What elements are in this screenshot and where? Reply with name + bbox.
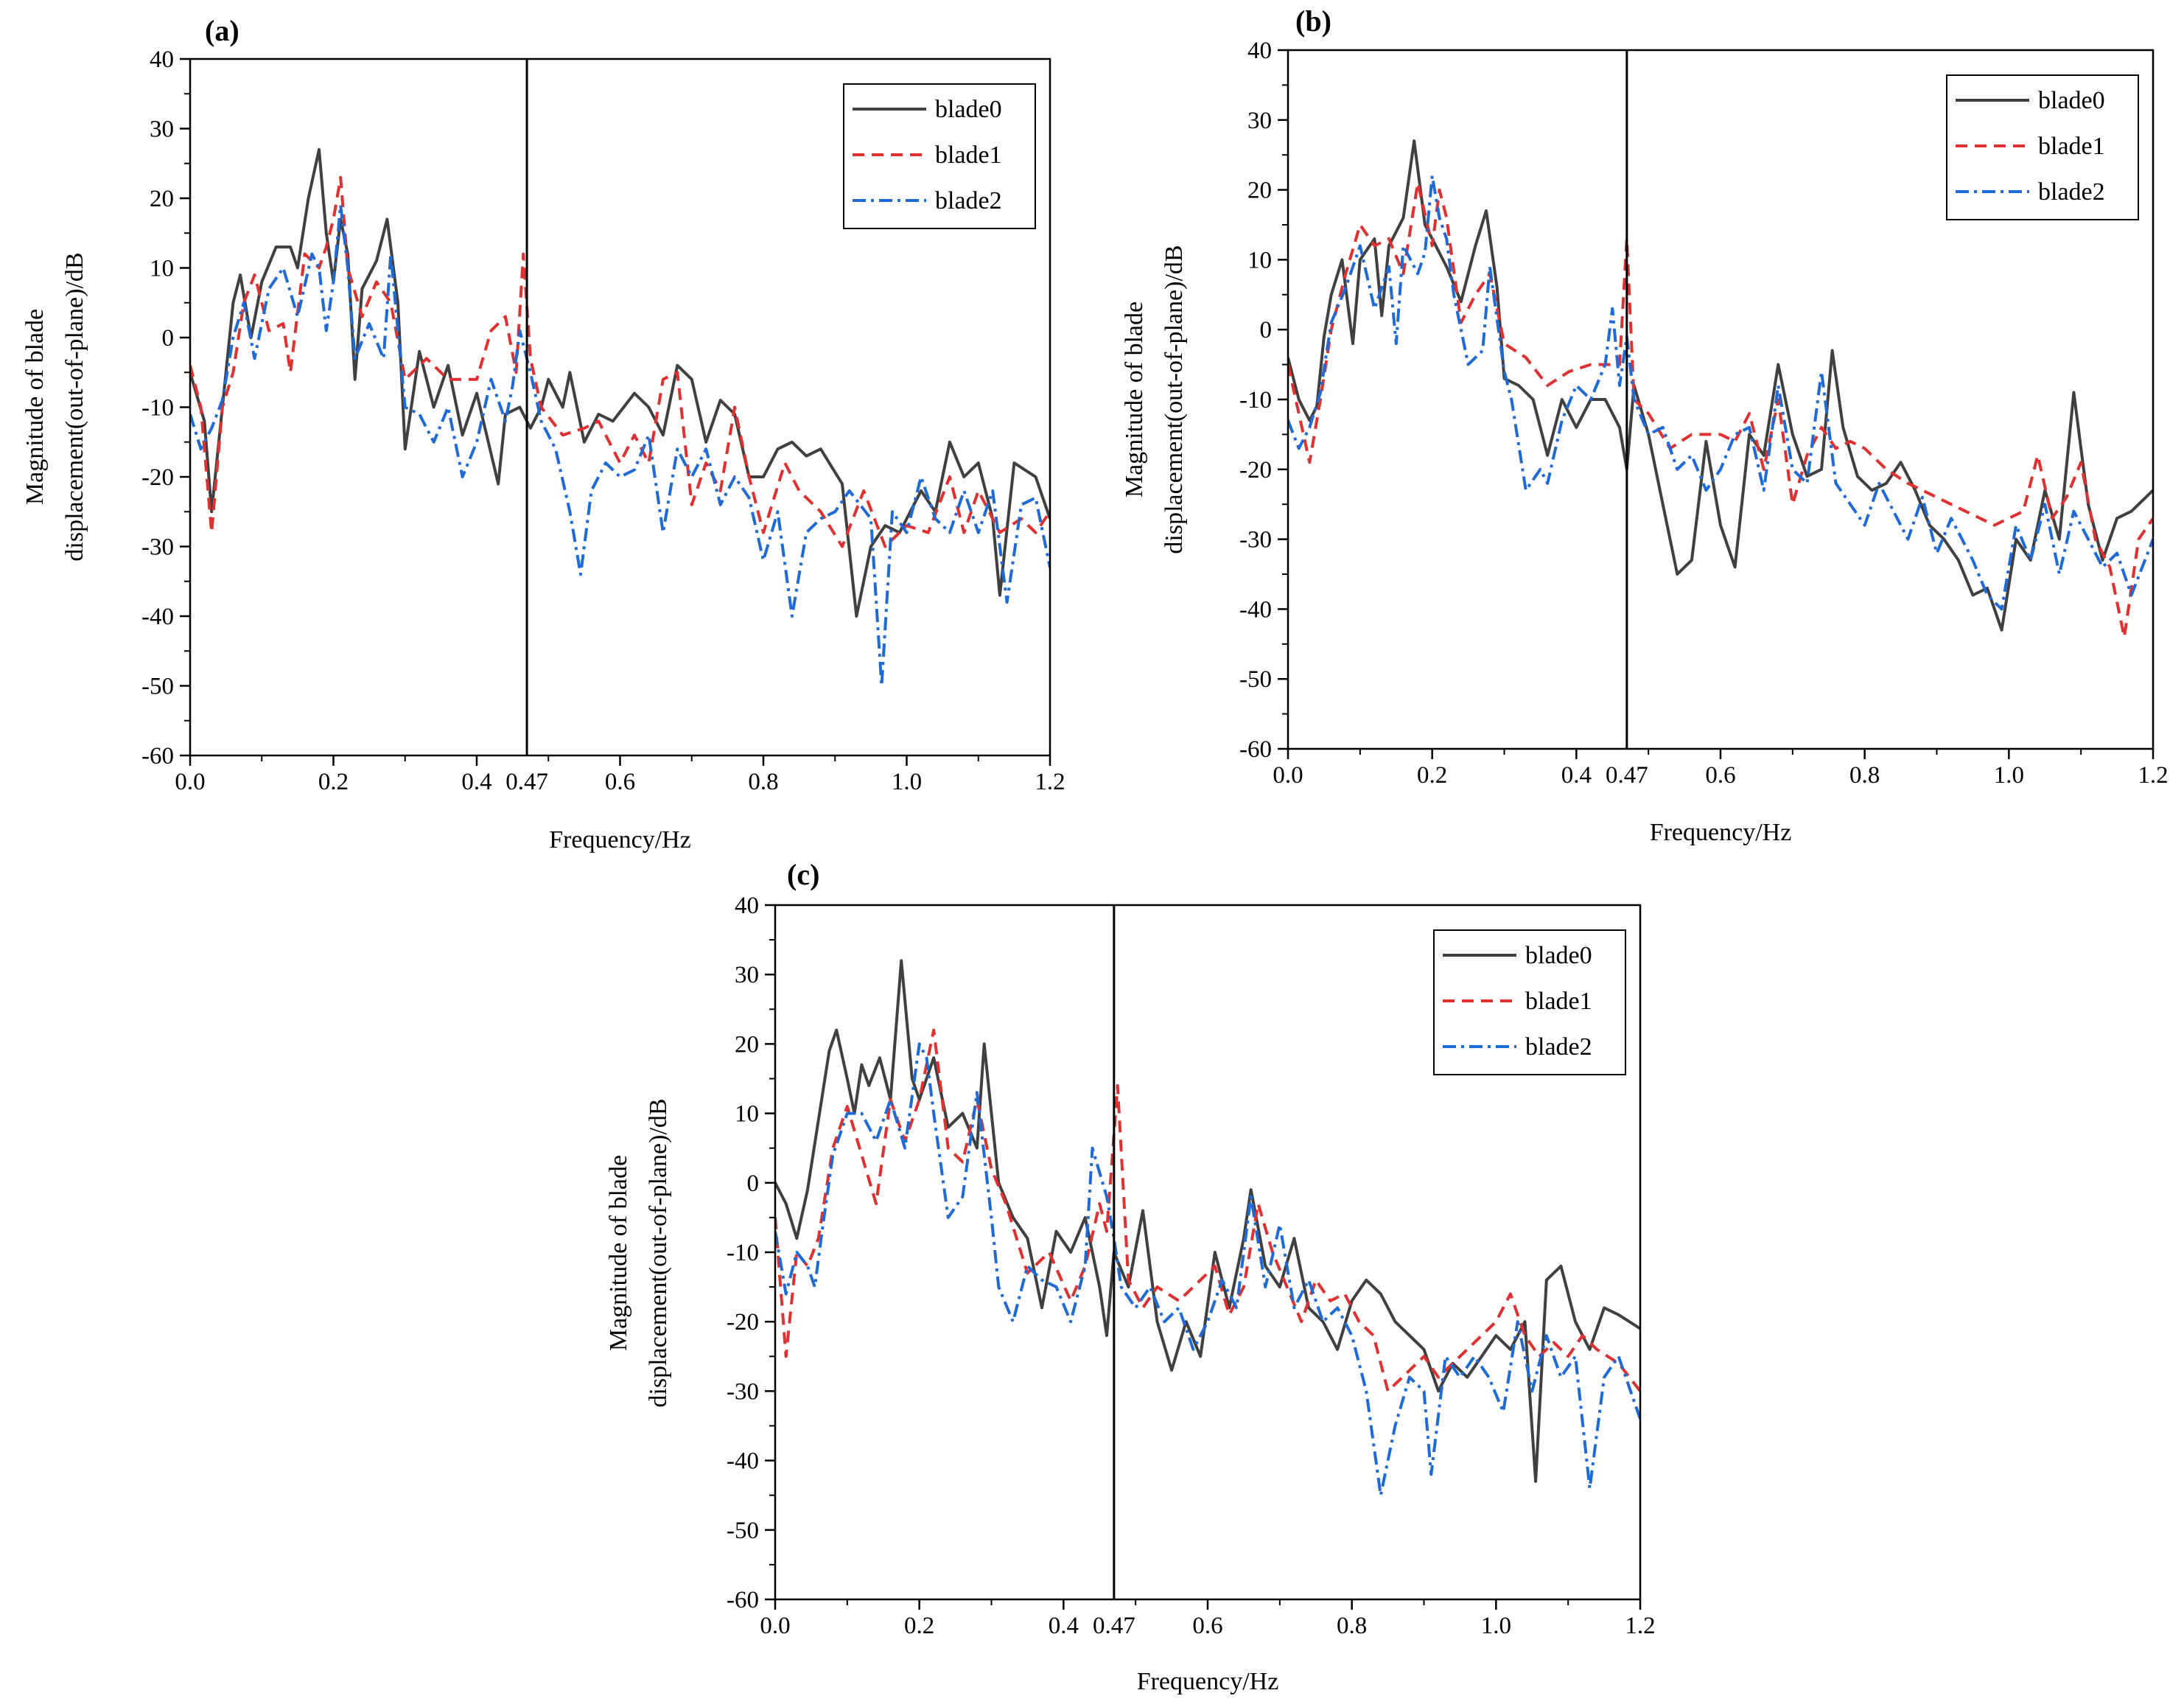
y-tick-label: -50 bbox=[141, 674, 174, 700]
y-tick-label: -20 bbox=[1239, 457, 1272, 484]
y-tick-label: -50 bbox=[1239, 666, 1272, 693]
legend-label-blade2: blade2 bbox=[935, 187, 1002, 214]
x-tick-label: 1.2 bbox=[1035, 769, 1065, 795]
legend-label-blade1: blade1 bbox=[935, 142, 1002, 169]
x-tick-label: 0.2 bbox=[318, 769, 349, 795]
legend: blade0 blade1 blade2 bbox=[843, 83, 1036, 229]
legend-label-blade0: blade0 bbox=[2038, 87, 2105, 114]
y-tick-label: 10 bbox=[1247, 247, 1272, 273]
vline-label: 0.47 bbox=[1606, 762, 1648, 789]
y-tick-label: -50 bbox=[727, 1518, 759, 1544]
y-tick-label: 0 bbox=[1260, 317, 1273, 343]
y-tick-label: 0 bbox=[747, 1170, 760, 1197]
y-tick-label: -30 bbox=[1239, 527, 1272, 554]
y-tick-label: 10 bbox=[735, 1101, 759, 1128]
panel-label: (a) bbox=[205, 14, 239, 47]
legend-label-blade1: blade1 bbox=[1525, 988, 1592, 1015]
y-tick-label: 40 bbox=[150, 46, 174, 73]
y-tick-label: 20 bbox=[1247, 178, 1272, 204]
x-tick-label: 0.2 bbox=[904, 1613, 934, 1639]
y-axis-label-line2: displacement(out-of-plane)/dB bbox=[61, 252, 88, 561]
x-tick-label: 0.4 bbox=[1561, 762, 1592, 789]
y-tick-label: 0 bbox=[162, 325, 175, 352]
x-tick-label: 1.0 bbox=[1481, 1613, 1511, 1639]
x-tick-label: 0.2 bbox=[1417, 762, 1447, 789]
y-tick-label: -40 bbox=[141, 604, 174, 630]
series-line-blade0 bbox=[190, 147, 1050, 618]
x-tick-label: 0.6 bbox=[605, 769, 635, 795]
x-tick-label: 1.0 bbox=[1994, 762, 2024, 789]
vline-label: 0.47 bbox=[1093, 1613, 1135, 1639]
y-tick-label: 30 bbox=[735, 962, 759, 988]
series-line-blade2 bbox=[190, 203, 1050, 688]
x-tick-label: 1.0 bbox=[892, 769, 922, 795]
y-tick-label: 20 bbox=[150, 186, 174, 212]
y-axis-label-line1: Magnitude of blade bbox=[21, 309, 49, 505]
x-axis-label: Frequency/Hz bbox=[549, 826, 691, 854]
x-tick-label: 0.6 bbox=[1705, 762, 1735, 789]
y-tick-label: 30 bbox=[150, 116, 174, 143]
x-tick-label: 1.2 bbox=[1625, 1613, 1655, 1639]
legend-label-blade1: blade1 bbox=[2038, 133, 2105, 160]
series-line-blade2 bbox=[775, 1042, 1640, 1497]
vline-label: 0.47 bbox=[505, 769, 548, 795]
y-tick-label: -10 bbox=[1239, 387, 1272, 413]
x-tick-label: 0.8 bbox=[1337, 1613, 1367, 1639]
x-tick-label: 0.0 bbox=[175, 769, 205, 795]
series-line-blade2 bbox=[1288, 174, 2153, 611]
y-axis-label-line2: displacement(out-of-plane)/dB bbox=[645, 1098, 672, 1407]
legend-label-blade2: blade2 bbox=[1525, 1033, 1592, 1061]
panel-label: (c) bbox=[787, 858, 819, 891]
y-tick-label: -20 bbox=[141, 464, 174, 491]
y-tick-label: -60 bbox=[1239, 736, 1272, 763]
x-tick-label: 0.8 bbox=[748, 769, 778, 795]
y-axis-label-line1: Magnitude of blade bbox=[605, 1155, 632, 1351]
legend-label-blade2: blade2 bbox=[2038, 178, 2105, 206]
x-tick-label: 1.2 bbox=[2138, 762, 2168, 789]
legend: blade0 blade1 blade2 bbox=[1946, 74, 2139, 220]
chart-panel-2: (b) 0.0 0.2 0.4 0.6 0.8 1.0 1.2 0.47 -60 -50 -40 -30… bbox=[1121, 4, 2169, 846]
y-tick-label: -60 bbox=[727, 1587, 759, 1613]
y-axis-label-line1: Magnitude of blade bbox=[1121, 301, 1148, 498]
legend-label-blade0: blade0 bbox=[1525, 942, 1592, 969]
y-tick-label: -30 bbox=[727, 1378, 759, 1405]
y-tick-label: -30 bbox=[141, 534, 174, 561]
y-tick-label: -40 bbox=[727, 1448, 759, 1475]
y-tick-label: -20 bbox=[727, 1309, 759, 1336]
y-axis-label-line2: displacement(out-of-plane)/dB bbox=[1161, 245, 1188, 554]
x-tick-label: 0.0 bbox=[1273, 762, 1303, 789]
x-axis-label: Frequency/Hz bbox=[1137, 1668, 1279, 1695]
legend-label-blade0: blade0 bbox=[935, 96, 1002, 123]
y-tick-label: -10 bbox=[141, 395, 174, 422]
panel-label: (b) bbox=[1295, 4, 1331, 38]
x-tick-label: 0.8 bbox=[1849, 762, 1880, 789]
legend: blade0 blade1 blade2 bbox=[1433, 929, 1626, 1075]
y-tick-label: 20 bbox=[735, 1031, 759, 1058]
y-tick-label: -10 bbox=[727, 1240, 759, 1266]
chart-panel-3: (c) 0.0 0.2 0.4 0.6 0.8 1.0 1.2 0.47 -60 -50 -40 -30… bbox=[605, 858, 1656, 1695]
y-tick-label: 40 bbox=[735, 893, 759, 919]
y-tick-label: -40 bbox=[1239, 596, 1272, 623]
x-tick-label: 0.4 bbox=[461, 769, 491, 795]
series-line-blade0 bbox=[775, 959, 1640, 1483]
x-tick-label: 0.0 bbox=[760, 1613, 790, 1639]
x-axis-label: Frequency/Hz bbox=[1650, 819, 1792, 846]
chart-panel-1: (a) 0.0 0.2 0.4 0.6 0.8 1.0 1.2 0.47 -60 -50 -40 -30… bbox=[21, 14, 1065, 854]
y-tick-label: -60 bbox=[141, 743, 174, 769]
y-tick-label: 40 bbox=[1247, 38, 1272, 64]
x-tick-label: 0.4 bbox=[1049, 1613, 1079, 1639]
y-tick-label: 30 bbox=[1247, 108, 1272, 134]
x-tick-label: 0.6 bbox=[1192, 1613, 1222, 1639]
y-tick-label: 10 bbox=[150, 256, 174, 282]
